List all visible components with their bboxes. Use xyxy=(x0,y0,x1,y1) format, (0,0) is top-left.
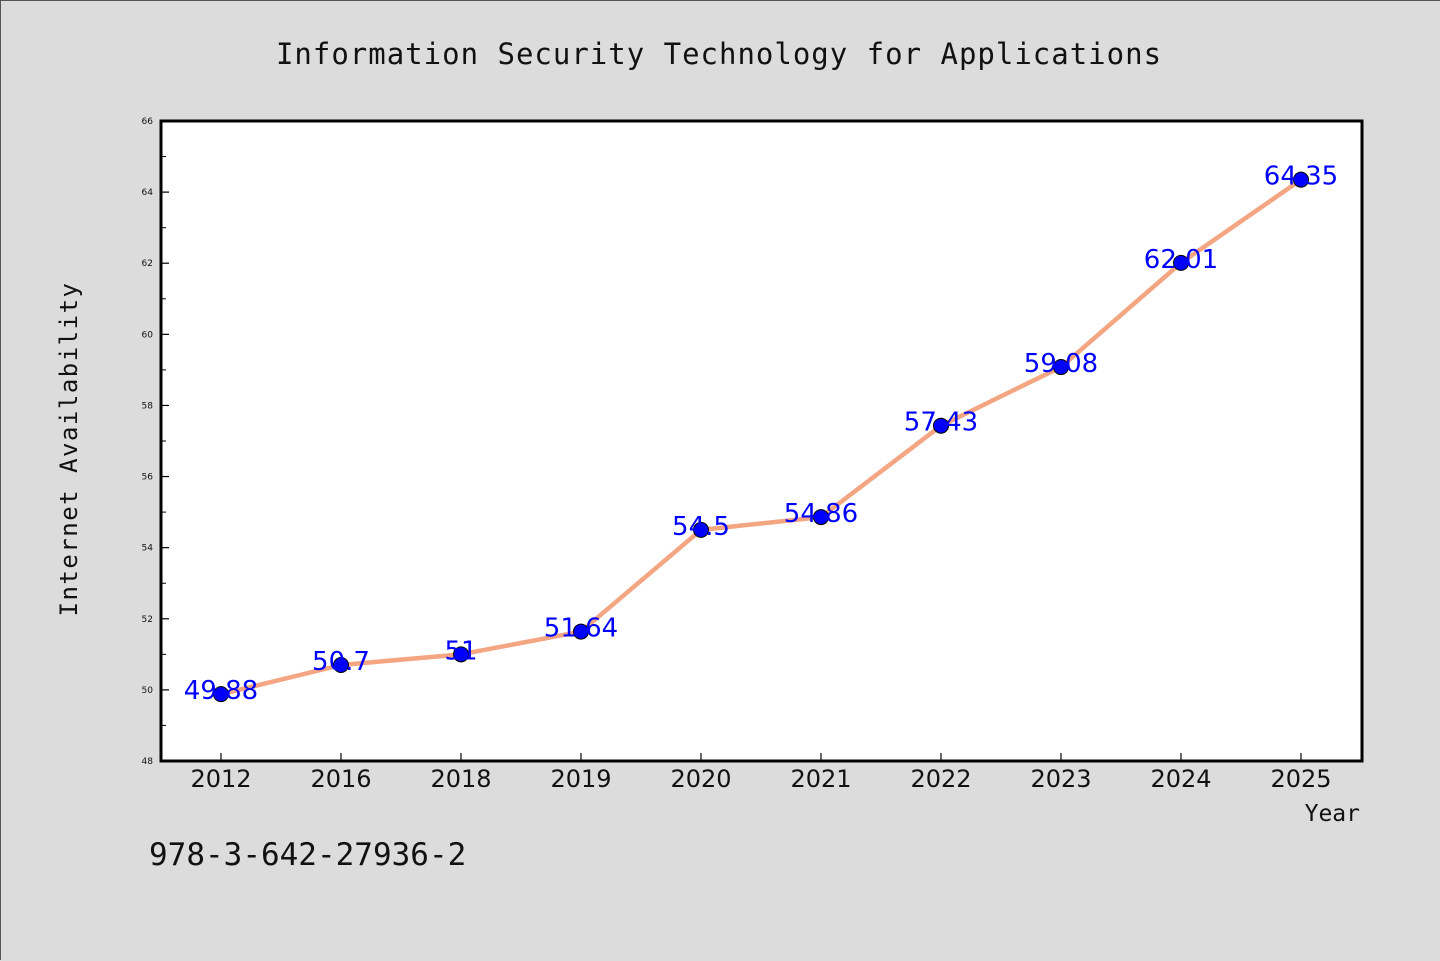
series-line xyxy=(218,177,1304,697)
y-tick-label: 54 xyxy=(142,544,154,554)
data-label: 57.43 xyxy=(904,408,978,438)
chart-annotation: 978-3-642-27936-2 xyxy=(149,837,466,873)
y-tick-label: 52 xyxy=(142,615,153,625)
data-point xyxy=(1173,254,1189,271)
data-point xyxy=(1293,171,1309,188)
data-label: 54.86 xyxy=(784,499,858,529)
data-label: 51 xyxy=(444,636,477,666)
x-tick-label: 2018 xyxy=(430,765,491,793)
chart-title: Information Security Technology for Appl… xyxy=(276,37,1162,71)
data-label: 51.64 xyxy=(544,614,618,644)
y-axis-ticks: 48 50 52 54 56 58 60 62 64 66 xyxy=(142,117,169,767)
plot-area xyxy=(159,119,1364,763)
data-point xyxy=(453,646,469,663)
data-point xyxy=(333,657,349,673)
x-tick-label: 2022 xyxy=(910,765,971,793)
x-tick-label: 2019 xyxy=(550,765,611,793)
y-tick-label: 58 xyxy=(142,401,154,411)
x-tick-label: 2021 xyxy=(790,765,851,793)
x-tick-label: 2020 xyxy=(670,765,731,793)
series-layer: 49.88 50.7 51 51.64 54.5 54.86 57.43 59.08 62.01… xyxy=(184,162,1338,706)
data-label: 50.7 xyxy=(312,647,370,677)
data-point xyxy=(573,623,589,640)
y-tick-label: 62 xyxy=(142,259,153,269)
x-axis-ticks: 2012 2016 2018 2019 2020 2021 2022 2023 2024 2025 xyxy=(190,753,1332,793)
data-label: 59.08 xyxy=(1024,349,1098,379)
data-label: 62.01 xyxy=(1144,245,1218,275)
y-tick-label: 60 xyxy=(142,330,154,340)
data-point xyxy=(213,686,229,703)
data-point xyxy=(693,521,709,538)
x-tick-label: 2024 xyxy=(1150,765,1211,793)
x-tick-label: 2023 xyxy=(1030,765,1091,793)
x-tick-label: 2025 xyxy=(1270,765,1331,793)
y-tick-label: 64 xyxy=(142,188,154,198)
x-axis-label: Year xyxy=(1305,801,1360,827)
y-axis-label: Internet Availability xyxy=(55,282,83,617)
data-point xyxy=(813,509,829,526)
data-label: 54.5 xyxy=(672,512,730,542)
x-tick-label: 2012 xyxy=(190,765,251,793)
x-tick-label: 2016 xyxy=(310,765,371,793)
y-tick-label: 56 xyxy=(142,473,154,483)
data-label: 49.88 xyxy=(184,676,258,706)
y-tick-label: 48 xyxy=(142,757,154,767)
data-label: 64.35 xyxy=(1264,162,1338,192)
y-tick-label: 50 xyxy=(142,686,154,696)
data-point xyxy=(933,417,949,434)
y-tick-label: 66 xyxy=(142,117,154,127)
data-point xyxy=(1053,359,1069,376)
